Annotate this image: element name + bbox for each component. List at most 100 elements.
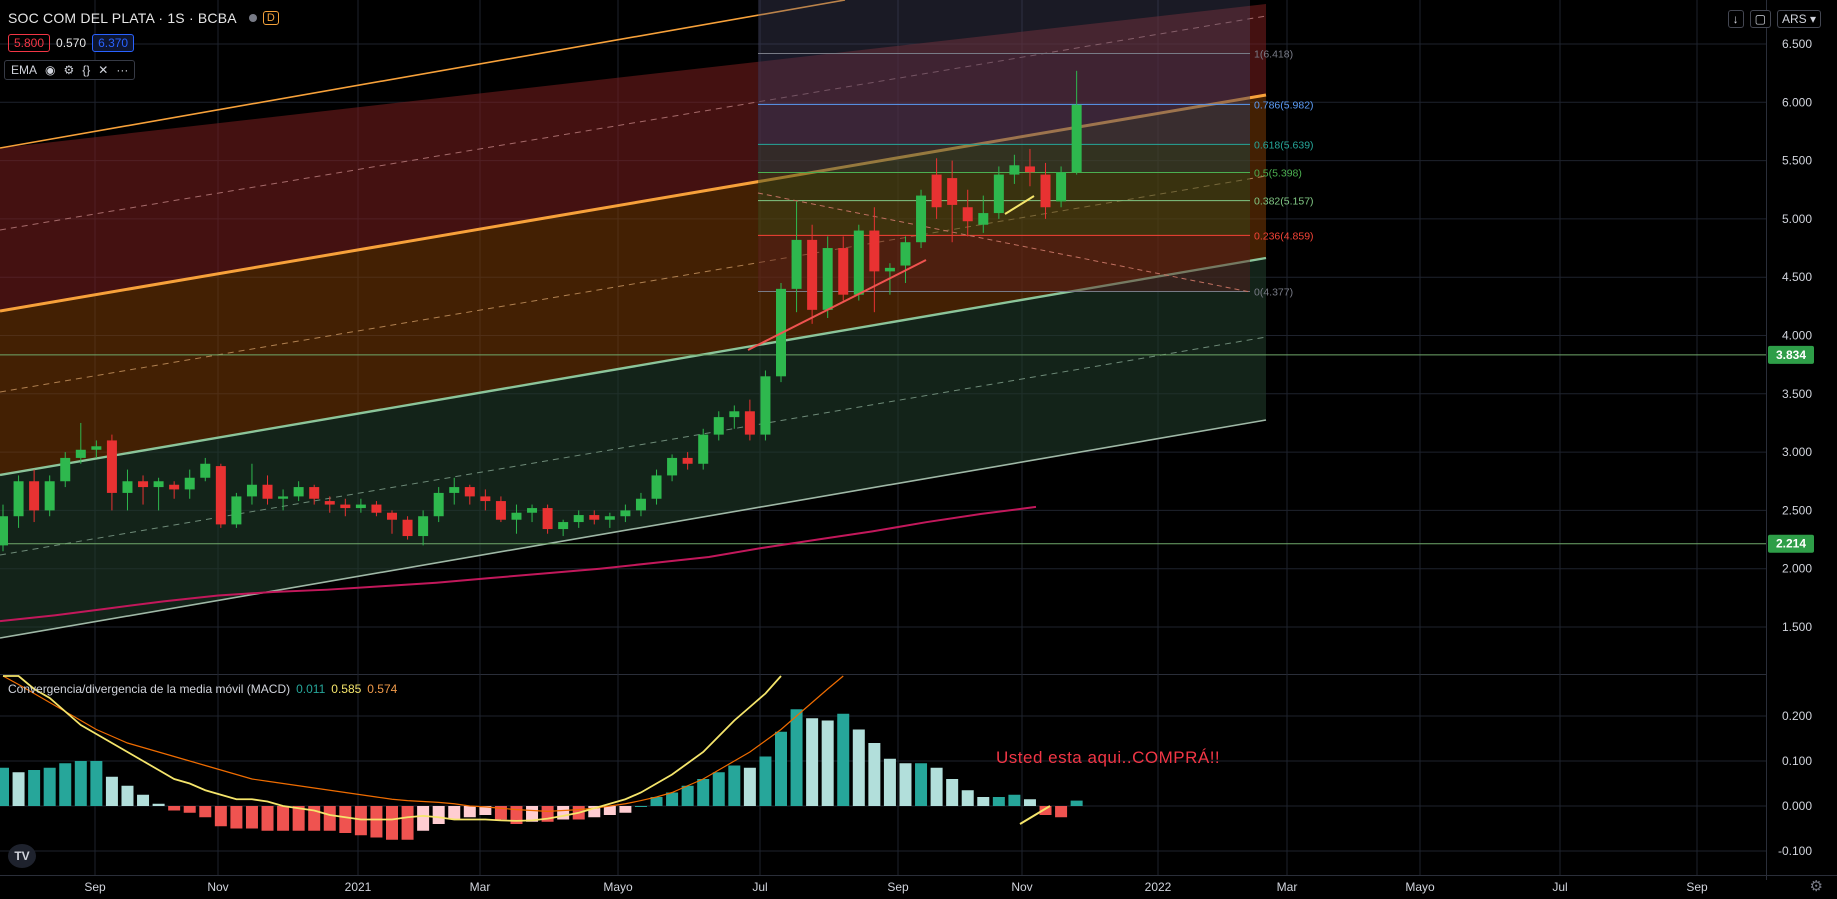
candle-body — [791, 239, 802, 289]
support-trendline — [747, 259, 927, 351]
macd-bar — [12, 772, 25, 806]
channel-median-dash — [0, 175, 1267, 393]
y-tick-label: 4.000 — [1782, 329, 1812, 343]
status-dot-icon — [248, 14, 257, 22]
candle-body — [371, 504, 382, 513]
x-tick-label: Nov — [1011, 880, 1032, 894]
macd-histogram — [0, 709, 1083, 840]
candle-body — [962, 207, 973, 222]
x-tick-label: Sep — [887, 880, 909, 894]
channel-line — [0, 93, 1267, 313]
macd-bar — [775, 731, 787, 806]
macd-bar — [681, 785, 694, 806]
x-tick-label: Mar — [470, 880, 491, 894]
candle-body — [682, 457, 693, 464]
buy-button[interactable]: 6.370 — [92, 34, 135, 52]
sell-button[interactable]: 5.800 — [8, 34, 51, 52]
macd-bar — [152, 803, 165, 806]
y-tick-label: 5.500 — [1782, 154, 1812, 168]
candle-body — [635, 498, 646, 511]
macd-bar — [214, 806, 227, 827]
candle-body — [324, 501, 335, 505]
candle-body — [853, 230, 864, 295]
macd-bar — [448, 806, 461, 820]
candle-body — [169, 484, 180, 490]
fib-level-label: 0.786(5.982) — [1254, 99, 1314, 111]
macd-bar — [946, 779, 959, 806]
x-tick-label: Sep — [1686, 880, 1708, 894]
level-price-badge — [1768, 345, 1814, 364]
macd-bar — [277, 806, 290, 831]
macd-bar — [728, 765, 741, 806]
gear-icon[interactable]: ⚙ — [1809, 878, 1823, 895]
y-tick-label: 3.000 — [1782, 445, 1812, 459]
more-icon[interactable]: ··· — [116, 63, 129, 77]
macd-bar — [432, 806, 445, 824]
macd-bar — [370, 806, 383, 838]
macd-bar — [899, 763, 912, 806]
macd-bar — [712, 772, 725, 806]
candle-body — [744, 411, 755, 435]
channel-median-dash — [0, 15, 1267, 231]
source-code-icon[interactable]: {} — [82, 63, 91, 77]
macd-title[interactable]: Convergencia/divergencia de la media móv… — [8, 682, 291, 696]
candle-body — [511, 512, 522, 520]
y-tick-label: 1.500 — [1782, 620, 1812, 634]
candle-body — [900, 242, 911, 266]
settings-icon[interactable]: ⚙ — [63, 63, 75, 77]
macd-bar — [852, 729, 865, 806]
fib-level-label: 1(6.418) — [1254, 49, 1293, 61]
tradingview-logo-icon[interactable]: TV — [8, 844, 36, 868]
candle-body — [387, 512, 397, 520]
candle-body — [402, 519, 413, 537]
macd-legend: Convergencia/divergencia de la media móv… — [8, 682, 397, 696]
currency-select[interactable]: ARS ▾ — [1776, 10, 1821, 28]
candle-body — [29, 481, 40, 511]
candle-body — [309, 487, 320, 499]
x-tick-label: Sep — [84, 880, 106, 894]
candle-body — [480, 496, 491, 502]
macd-bar — [588, 806, 601, 818]
macd-bar — [105, 776, 118, 806]
ema-line — [0, 505, 1037, 623]
macd-bar — [650, 797, 663, 806]
candle-body — [44, 481, 55, 511]
candle-body — [231, 496, 242, 525]
channel-line — [0, 0, 846, 149]
y-tick-label: 6.000 — [1782, 95, 1812, 109]
top-right-toolbar: ↓ ▢ ARS ▾ — [1727, 10, 1821, 28]
macd-y-tick-label: -0.100 — [1778, 844, 1812, 858]
candle-body — [947, 178, 958, 205]
macd-bar — [790, 709, 803, 806]
close-icon[interactable]: ✕ — [98, 63, 109, 77]
candle-body — [604, 516, 615, 520]
x-tick-label: Mayo — [1405, 880, 1435, 894]
macd-value-macd: 0.585 — [331, 682, 362, 696]
candle-body — [449, 487, 460, 493]
arrow-down-icon[interactable]: ↓ — [1727, 10, 1744, 28]
macd-bar — [1008, 794, 1021, 806]
candle-body — [573, 515, 584, 523]
fib-level-label: 0.618(5.639) — [1254, 139, 1314, 151]
macd-bar — [743, 767, 756, 806]
candle-body — [138, 481, 149, 488]
symbol-title[interactable]: SOC COM DEL PLATA · 1S · BCBA — [8, 10, 237, 26]
fullscreen-icon[interactable]: ▢ — [1749, 10, 1771, 28]
macd-bar — [697, 779, 710, 806]
macd-bar — [666, 792, 679, 806]
macd-bar — [837, 713, 850, 806]
eye-icon[interactable]: ◉ — [45, 63, 56, 77]
candle-body — [293, 487, 304, 497]
yellow-trendline — [1004, 195, 1035, 215]
candle-body — [246, 484, 257, 497]
currency-label: ARS — [1781, 12, 1807, 26]
macd-bar — [43, 767, 56, 806]
macd-bar — [245, 806, 258, 829]
channel-line — [0, 419, 1267, 639]
candle-body — [13, 481, 24, 517]
x-tick-label: Jul — [1552, 880, 1567, 894]
candle-body — [698, 434, 709, 464]
indicator-name[interactable]: EMA — [11, 63, 38, 77]
macd-y-tick-label: 0.100 — [1782, 754, 1812, 768]
